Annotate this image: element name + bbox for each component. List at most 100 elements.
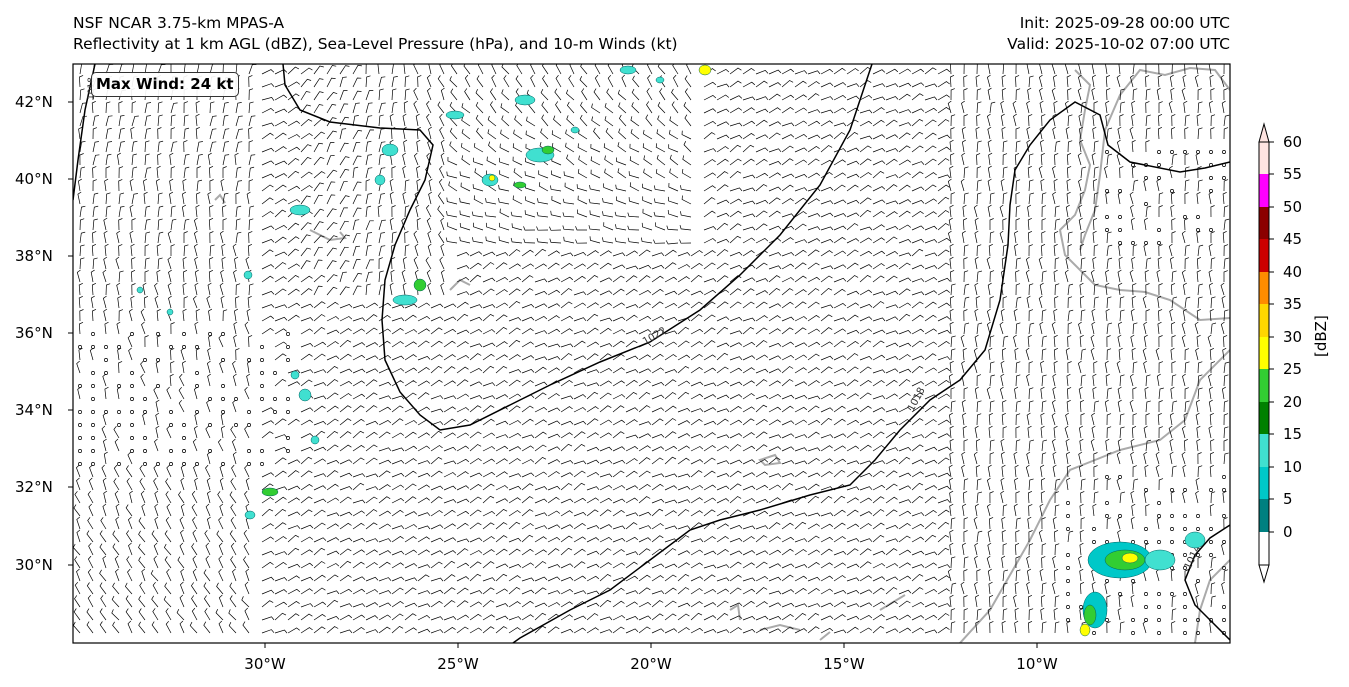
wind-barb xyxy=(339,444,352,452)
calm-wind-marker xyxy=(1183,215,1187,219)
wind-barb xyxy=(1145,400,1151,413)
wind-barb xyxy=(116,282,121,296)
wind-barb xyxy=(1002,296,1008,309)
wind-barb xyxy=(924,602,938,608)
wind-barb xyxy=(599,629,613,634)
wind-barb xyxy=(560,614,573,621)
wind-barb xyxy=(833,317,847,322)
wind-barb xyxy=(589,210,601,218)
wind-barb xyxy=(859,589,873,595)
wind-barb xyxy=(1026,256,1030,270)
wind-barb xyxy=(90,269,95,283)
wind-barb xyxy=(166,386,172,400)
wind-barb xyxy=(287,199,301,205)
wind-barb xyxy=(450,88,458,101)
colorbar-bin-2 xyxy=(1259,467,1269,499)
wind-barb xyxy=(1000,178,1005,192)
wind-barb xyxy=(638,329,652,335)
wind-barb xyxy=(563,171,575,179)
wind-barb xyxy=(541,101,549,114)
init-time: Init: 2025-09-28 00:00 UTC xyxy=(1019,14,1230,32)
wind-barb xyxy=(1054,257,1060,270)
wind-barb xyxy=(1015,192,1020,205)
wind-barb xyxy=(937,433,951,439)
wind-barb xyxy=(417,564,431,569)
wind-barb xyxy=(625,314,638,322)
wind-barb xyxy=(378,395,392,400)
wind-barb xyxy=(729,210,742,218)
wind-barb xyxy=(209,141,217,153)
wind-barb xyxy=(885,393,898,400)
wind-barb xyxy=(551,170,562,179)
wind-barb xyxy=(456,301,469,309)
lon-label-15w: 15°W xyxy=(823,655,865,673)
wind-barb xyxy=(404,524,418,530)
time-info: Init: 2025-09-28 00:00 UTC Valid: 2025-1… xyxy=(1007,13,1230,55)
wind-barb xyxy=(1079,542,1084,556)
wind-barb xyxy=(365,522,378,530)
wind-barb xyxy=(534,456,547,465)
wind-barb xyxy=(1015,322,1021,335)
wind-barb xyxy=(1015,127,1020,139)
wind-barb xyxy=(417,525,431,530)
wind-barb xyxy=(716,498,730,504)
wind-barb xyxy=(885,576,899,582)
wind-barb xyxy=(235,64,239,75)
wind-barb xyxy=(690,601,703,608)
wind-barb xyxy=(1209,451,1215,465)
wind-barb xyxy=(885,174,899,179)
wind-barb xyxy=(937,367,951,374)
wind-barb xyxy=(222,309,228,322)
wind-barb xyxy=(77,191,82,205)
wind-barb xyxy=(79,257,85,270)
wind-barb xyxy=(973,204,978,218)
wind-barb xyxy=(898,145,911,153)
wind-barb xyxy=(846,119,859,127)
wind-barb xyxy=(846,107,860,114)
wind-barb xyxy=(671,101,679,114)
wind-barb xyxy=(703,420,717,426)
wind-barb xyxy=(575,226,587,231)
axis-ticks xyxy=(68,101,1038,648)
wind-barb xyxy=(1142,347,1147,361)
wind-barb xyxy=(1014,477,1019,491)
wind-barb xyxy=(1067,361,1072,374)
wind-barb xyxy=(1222,191,1227,205)
wind-barb xyxy=(232,568,237,582)
wind-barb xyxy=(326,444,339,452)
wind-barb xyxy=(404,303,418,309)
wind-barb xyxy=(456,313,469,322)
wind-barb xyxy=(742,367,755,374)
wind-barb xyxy=(378,193,385,205)
wind-barb xyxy=(638,433,652,439)
wind-barb xyxy=(541,114,549,127)
wind-barb xyxy=(742,144,755,153)
calm-wind-marker xyxy=(286,449,290,453)
wind-barb xyxy=(672,74,679,88)
wind-barb xyxy=(1169,74,1174,88)
wind-barb xyxy=(326,405,339,413)
wind-barb xyxy=(339,614,353,621)
wind-barb xyxy=(153,542,159,556)
wind-barb xyxy=(248,127,253,140)
wind-barb xyxy=(586,353,599,361)
wind-barb xyxy=(1196,438,1201,452)
wind-barb xyxy=(86,621,94,634)
wind-barb xyxy=(105,205,111,218)
wind-barb xyxy=(521,303,535,309)
wind-barb xyxy=(287,106,300,114)
wind-barb xyxy=(1223,257,1229,270)
wind-barb xyxy=(1171,296,1177,309)
wind-barb xyxy=(1041,243,1046,257)
wind-barb xyxy=(1195,399,1200,413)
colorbar-tick-45: 45 xyxy=(1283,230,1303,248)
wind-barb xyxy=(1144,269,1149,283)
wind-barb xyxy=(521,275,534,283)
wind-barb xyxy=(651,523,664,530)
calm-wind-marker xyxy=(1105,514,1109,518)
wind-barb xyxy=(99,608,107,621)
wind-barb xyxy=(627,212,640,218)
wind-barb xyxy=(495,314,508,322)
wind-barb xyxy=(612,600,625,608)
wind-barb xyxy=(1169,412,1174,426)
